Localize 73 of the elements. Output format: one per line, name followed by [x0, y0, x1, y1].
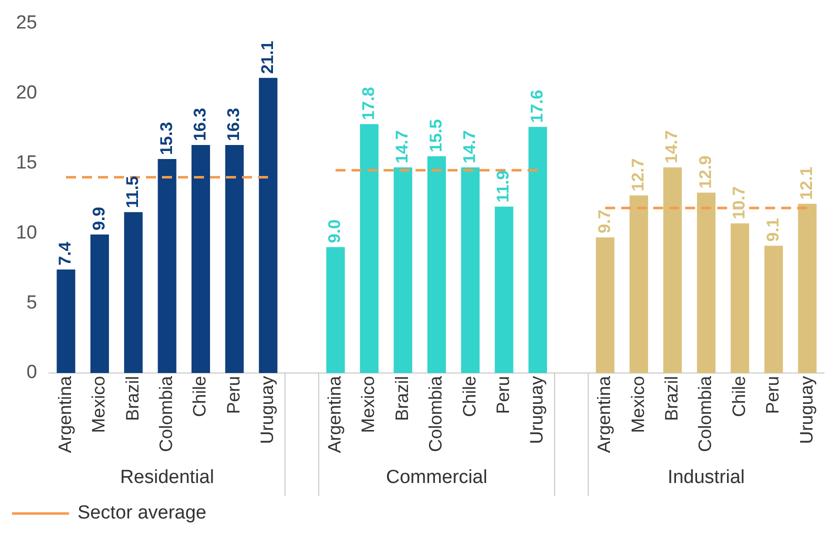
data-label: 7.4 — [56, 241, 75, 266]
bar — [494, 206, 514, 373]
x-tick-label: Uruguay — [526, 376, 547, 444]
bar — [360, 124, 379, 373]
y-tick-label: 20 — [16, 82, 38, 104]
data-label: 12.1 — [797, 166, 816, 200]
bar — [596, 237, 614, 373]
x-tick-label: Uruguay — [796, 376, 816, 444]
x-tick-label: Brazil — [392, 376, 412, 421]
bar — [90, 234, 109, 373]
x-tick-label: Colombia — [426, 374, 446, 452]
data-label: 9.7 — [594, 210, 614, 234]
data-label: 17.8 — [358, 86, 378, 120]
data-label: 11.9 — [494, 170, 513, 203]
bar — [696, 192, 716, 373]
x-tick-label: Peru — [493, 376, 514, 414]
data-label: 9.1 — [763, 218, 782, 242]
x-tick-label: Peru — [762, 376, 783, 414]
x-tick-label: Colombia — [156, 374, 176, 452]
data-label: 21.1 — [258, 40, 277, 74]
x-tick-label: Uruguay — [257, 376, 278, 444]
bar — [225, 145, 244, 373]
y-tick-label: 5 — [26, 292, 38, 314]
bar — [663, 167, 682, 373]
data-label: 9.9 — [89, 206, 108, 231]
bar — [158, 159, 176, 373]
data-label: 11.5 — [123, 176, 142, 208]
y-tick-label: 10 — [16, 222, 38, 244]
y-tick-label: 25 — [16, 12, 38, 34]
x-tick-label: Chile — [190, 376, 210, 417]
data-label: 12.9 — [696, 155, 715, 189]
bar — [798, 204, 817, 373]
data-label: 15.5 — [426, 119, 446, 152]
x-tick-label: Brazil — [661, 376, 682, 421]
bar — [427, 156, 446, 373]
x-tick-label: Chile — [459, 376, 480, 417]
bar — [326, 247, 345, 373]
data-label: 9.0 — [325, 219, 344, 244]
data-label: 14.7 — [392, 130, 412, 164]
bar — [630, 195, 648, 373]
bar — [764, 246, 783, 373]
bar — [730, 223, 750, 373]
bar — [192, 145, 210, 373]
data-label: 17.6 — [527, 90, 546, 123]
x-tick-label: Chile — [728, 376, 749, 417]
data-label: 16.3 — [224, 108, 244, 142]
y-tick-label: 15 — [16, 152, 38, 174]
x-tick-label: Colombia — [695, 374, 716, 452]
bar — [56, 269, 76, 373]
x-tick-label: Mexico — [628, 376, 648, 433]
x-tick-label: Brazil — [122, 376, 142, 421]
y-tick-label: 0 — [26, 362, 38, 384]
text: Industrial — [668, 467, 745, 488]
data-label: 10.7 — [730, 186, 749, 220]
text: Residential — [120, 467, 214, 488]
data-label: 14.7 — [460, 130, 480, 164]
x-tick-label: Mexico — [358, 376, 378, 433]
text: Commercial — [386, 467, 488, 488]
data-label: 16.3 — [190, 108, 210, 142]
legend-label: Sector average — [78, 502, 206, 524]
data-label: 14.7 — [662, 130, 682, 164]
bar — [124, 212, 143, 373]
bar — [528, 126, 548, 373]
x-tick-label: Argentina — [594, 374, 614, 454]
data-label: 12.7 — [628, 158, 648, 192]
bar — [258, 78, 278, 373]
x-tick-label: Argentina — [324, 374, 345, 454]
bar — [394, 167, 412, 373]
x-tick-label: Peru — [223, 376, 244, 414]
bar — [461, 167, 480, 373]
data-label: 15.3 — [156, 122, 176, 156]
x-tick-label: Mexico — [88, 376, 109, 433]
x-tick-label: Argentina — [54, 374, 75, 454]
